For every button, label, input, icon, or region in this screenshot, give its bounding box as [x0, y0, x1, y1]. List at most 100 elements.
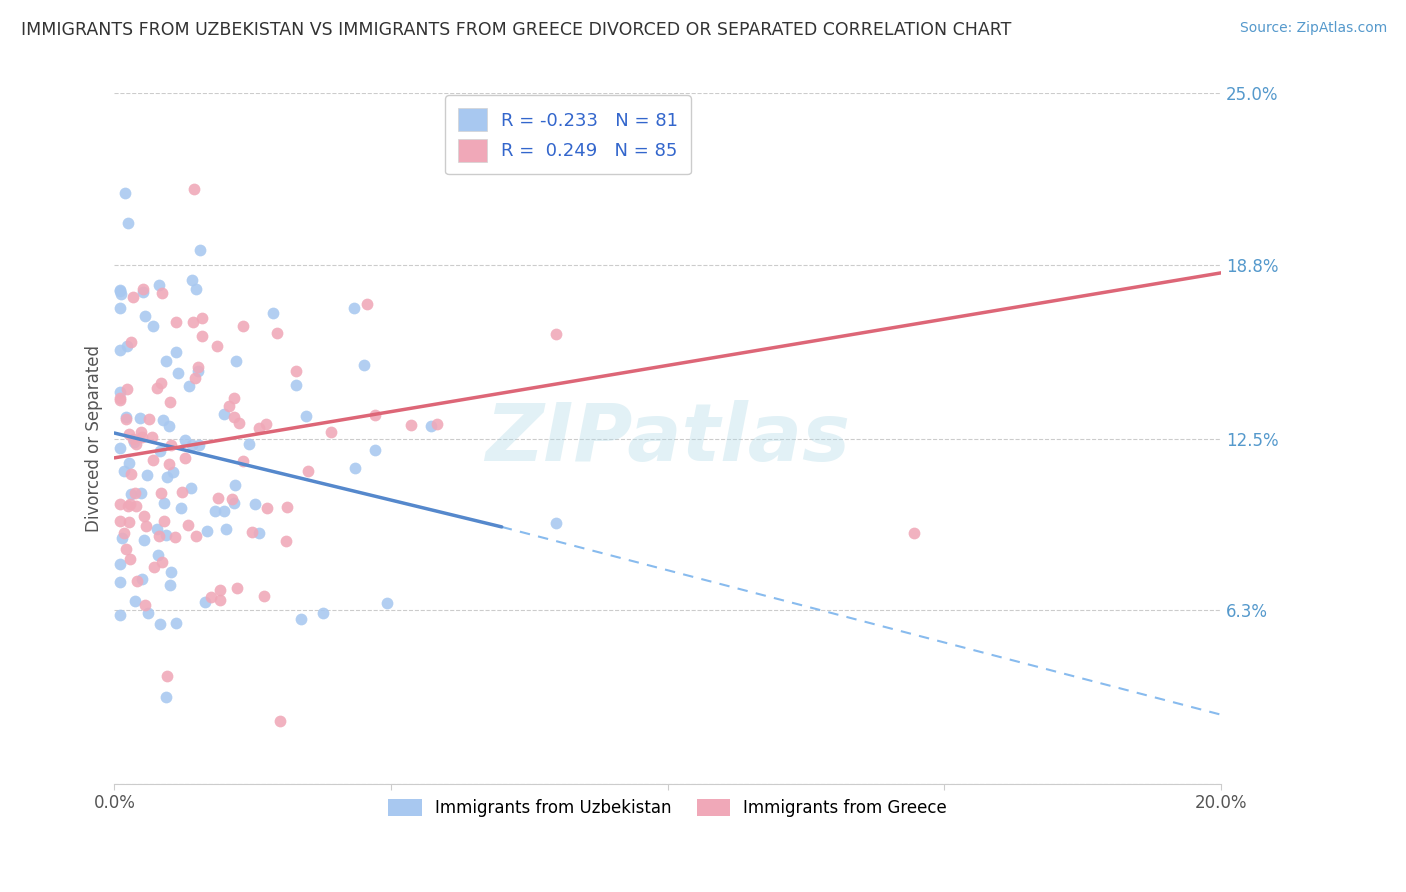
Point — [165, 345, 187, 359]
Point — [108, 607, 131, 622]
Point — [135, 519, 157, 533]
Point — [132, 533, 155, 548]
Point — [243, 497, 266, 511]
Point — [120, 467, 142, 481]
Point — [155, 690, 177, 704]
Point — [131, 486, 153, 500]
Point — [108, 301, 131, 315]
Point — [120, 498, 142, 512]
Point — [247, 421, 270, 435]
Point — [150, 285, 173, 300]
Point — [149, 486, 172, 500]
Point — [146, 381, 169, 395]
Point — [176, 517, 198, 532]
Point — [375, 597, 398, 611]
Text: Source: ZipAtlas.com: Source: ZipAtlas.com — [1240, 21, 1388, 35]
Point — [297, 464, 319, 478]
Point — [212, 504, 235, 518]
Point — [117, 499, 139, 513]
Point — [124, 486, 146, 500]
Point — [364, 409, 387, 423]
Point — [159, 578, 181, 592]
Point — [155, 528, 177, 542]
Point — [353, 358, 375, 372]
Legend: Immigrants from Uzbekistan, Immigrants from Greece: Immigrants from Uzbekistan, Immigrants f… — [382, 792, 953, 823]
Point — [134, 309, 156, 323]
Point — [115, 339, 138, 353]
Point — [115, 409, 138, 424]
Point — [157, 457, 180, 471]
Point — [399, 417, 422, 432]
Point — [183, 182, 205, 196]
Point — [312, 606, 335, 620]
Point — [364, 443, 387, 458]
Point — [131, 430, 153, 444]
Point — [128, 411, 150, 425]
Point — [108, 575, 131, 590]
Point — [166, 367, 188, 381]
Point — [148, 443, 170, 458]
Point — [254, 417, 277, 431]
Point — [163, 530, 186, 544]
Point — [207, 339, 229, 353]
Point — [108, 384, 131, 399]
Point — [546, 516, 568, 531]
Point — [180, 273, 202, 287]
Text: ZIPatlas: ZIPatlas — [485, 400, 851, 477]
Point — [114, 542, 136, 557]
Point — [180, 481, 202, 495]
Point — [108, 514, 131, 528]
Point — [204, 504, 226, 518]
Point — [115, 412, 138, 426]
Point — [132, 282, 155, 296]
Point — [131, 572, 153, 586]
Point — [141, 452, 163, 467]
Point — [146, 522, 169, 536]
Point — [232, 454, 254, 468]
Point — [247, 525, 270, 540]
Point — [174, 434, 197, 448]
Point — [142, 319, 165, 334]
Point — [356, 296, 378, 310]
Point — [165, 315, 187, 329]
Point — [152, 413, 174, 427]
Point — [165, 615, 187, 630]
Point — [134, 598, 156, 612]
Point — [194, 595, 217, 609]
Point — [108, 558, 131, 572]
Point — [290, 612, 312, 626]
Point — [108, 284, 131, 298]
Point — [228, 416, 250, 430]
Point — [150, 376, 173, 391]
Point — [122, 432, 145, 446]
Point — [117, 216, 139, 230]
Point — [190, 328, 212, 343]
Text: IMMIGRANTS FROM UZBEKISTAN VS IMMIGRANTS FROM GREECE DIVORCED OR SEPARATED CORRE: IMMIGRANTS FROM UZBEKISTAN VS IMMIGRANTS… — [21, 21, 1011, 38]
Point — [256, 501, 278, 516]
Point — [108, 343, 131, 357]
Point — [546, 327, 568, 342]
Point — [420, 419, 443, 434]
Point — [138, 412, 160, 426]
Point — [180, 438, 202, 452]
Point — [224, 391, 246, 405]
Point — [208, 583, 231, 598]
Point — [266, 326, 288, 340]
Point — [157, 419, 180, 434]
Point — [122, 434, 145, 449]
Point — [224, 477, 246, 491]
Point — [146, 549, 169, 563]
Point — [187, 364, 209, 378]
Point — [112, 464, 135, 478]
Point — [114, 186, 136, 200]
Point — [136, 607, 159, 621]
Point — [132, 285, 155, 299]
Point — [225, 353, 247, 368]
Point — [162, 465, 184, 479]
Point — [118, 552, 141, 566]
Point — [170, 501, 193, 516]
Point — [153, 495, 176, 509]
Point — [125, 499, 148, 513]
Point — [150, 555, 173, 569]
Point — [159, 565, 181, 579]
